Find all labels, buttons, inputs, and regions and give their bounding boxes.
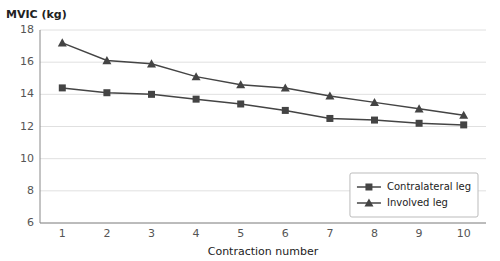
y-tick-label: 18 bbox=[20, 23, 34, 36]
y-tick-label: 8 bbox=[27, 184, 34, 197]
y-tick-label: 14 bbox=[20, 87, 34, 100]
x-axis-label: Contraction number bbox=[208, 245, 319, 258]
x-tick-label: 4 bbox=[193, 227, 200, 240]
y-tick-label: 10 bbox=[20, 152, 34, 165]
chart-container: 68101214161812345678910Contraction numbe… bbox=[0, 0, 500, 261]
x-tick-label: 5 bbox=[237, 227, 244, 240]
grid-line bbox=[40, 223, 486, 224]
y-tick-label: 16 bbox=[20, 55, 34, 68]
point bbox=[193, 96, 200, 103]
point bbox=[459, 111, 468, 119]
legend-frame bbox=[350, 173, 478, 217]
x-tick-label: 7 bbox=[326, 227, 333, 240]
y-axis-line bbox=[40, 30, 41, 223]
axes: 68101214161812345678910 bbox=[20, 23, 486, 240]
point bbox=[236, 80, 245, 88]
point bbox=[102, 56, 111, 64]
point bbox=[103, 89, 110, 96]
point bbox=[147, 59, 156, 67]
legend: Contralateral leg Involved leg bbox=[350, 173, 478, 217]
point bbox=[59, 84, 66, 91]
x-tick-label: 6 bbox=[282, 227, 289, 240]
grid-line bbox=[40, 30, 486, 31]
legend-label: Contralateral leg bbox=[387, 181, 471, 192]
plot-area bbox=[58, 38, 468, 128]
point bbox=[281, 83, 290, 91]
point bbox=[282, 107, 289, 114]
y-axis-label: MVIC (kg) bbox=[6, 8, 67, 21]
point bbox=[326, 115, 333, 122]
grid-line bbox=[40, 158, 486, 159]
point bbox=[148, 91, 155, 98]
point bbox=[416, 120, 423, 127]
x-tick-label: 9 bbox=[416, 227, 423, 240]
point bbox=[237, 100, 244, 107]
x-axis-line bbox=[40, 223, 486, 224]
x-tick-label: 1 bbox=[59, 227, 66, 240]
x-tick-label: 3 bbox=[148, 227, 155, 240]
point bbox=[325, 91, 334, 99]
point bbox=[192, 72, 201, 80]
legend-symbol bbox=[357, 199, 381, 207]
legend-symbol bbox=[357, 184, 381, 191]
point bbox=[58, 38, 67, 46]
x-tick-label: 10 bbox=[457, 227, 471, 240]
legend-label: Involved leg bbox=[387, 197, 448, 208]
y-tick-label: 6 bbox=[27, 216, 34, 229]
x-tick-label: 2 bbox=[103, 227, 110, 240]
point bbox=[460, 121, 467, 128]
series-line bbox=[62, 43, 463, 115]
y-tick-label: 12 bbox=[20, 120, 34, 133]
chart: 68101214161812345678910Contraction numbe… bbox=[0, 0, 500, 261]
x-tick-label: 8 bbox=[371, 227, 378, 240]
point bbox=[370, 98, 379, 106]
grid bbox=[40, 30, 486, 223]
point bbox=[415, 104, 424, 112]
point bbox=[371, 117, 378, 124]
